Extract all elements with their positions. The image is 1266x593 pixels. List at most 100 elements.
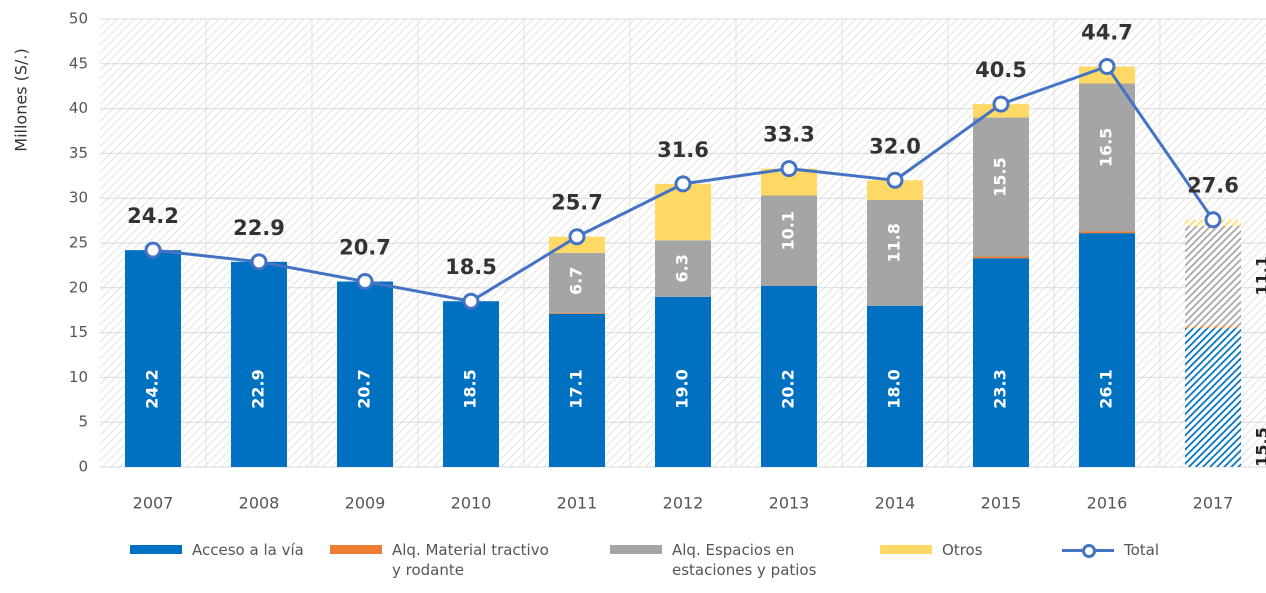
chart: Millones (S/.) 0 5 10 15 20 25 30 35 40 45 50 2007 2… bbox=[12, 10, 1266, 513]
bar-value-label: 16.5 bbox=[1097, 128, 1116, 167]
x-tick-label: 2007 bbox=[133, 494, 174, 513]
total-marker bbox=[674, 175, 692, 193]
bar-value-label: 22.9 bbox=[249, 369, 268, 408]
bar-segment bbox=[443, 301, 499, 467]
bar-segment bbox=[867, 199, 923, 306]
bar-segment bbox=[1079, 83, 1135, 232]
bar-value-label: 10.1 bbox=[779, 211, 798, 250]
y-tick-label: 25 bbox=[69, 234, 88, 252]
total-marker bbox=[568, 228, 586, 246]
y-tick-label: 15 bbox=[69, 323, 88, 341]
x-tick-label: 2008 bbox=[239, 494, 280, 513]
bar-value-label: 24.2 bbox=[143, 369, 162, 408]
y-tick-label: 30 bbox=[69, 189, 88, 207]
bar-segment bbox=[867, 305, 923, 467]
bar-segment bbox=[655, 296, 711, 467]
bar-value-label: 15.5 bbox=[1253, 427, 1266, 466]
total-marker bbox=[1098, 57, 1116, 75]
bar-segment bbox=[337, 281, 393, 467]
total-marker bbox=[356, 273, 374, 291]
total-marker bbox=[780, 160, 798, 178]
legend-marker bbox=[1082, 544, 1096, 558]
bar-segment bbox=[973, 258, 1029, 467]
x-tick-label: 2017 bbox=[1193, 494, 1234, 513]
bar-segment bbox=[549, 313, 605, 467]
y-tick-label: 0 bbox=[78, 458, 88, 476]
bar-value-label: 6.7 bbox=[567, 267, 586, 295]
bar-value-label: 11.1 bbox=[1253, 256, 1266, 295]
y-tick-label: 35 bbox=[69, 144, 88, 162]
legend-label: Otros bbox=[942, 541, 983, 559]
bar-value-label: 18.5 bbox=[461, 369, 480, 408]
bar-value-label: 20.7 bbox=[355, 369, 374, 408]
total-label: 27.6 bbox=[1187, 174, 1239, 198]
bar-segment bbox=[1079, 233, 1135, 467]
total-marker bbox=[992, 95, 1010, 113]
bar-segment bbox=[549, 252, 605, 313]
legend-swatch bbox=[330, 545, 382, 554]
y-tick-label: 5 bbox=[78, 413, 88, 431]
bar-value-label: 15.5 bbox=[991, 157, 1010, 196]
bar-segment bbox=[867, 180, 923, 200]
y-tick-label: 20 bbox=[69, 278, 88, 296]
legend-item: Total bbox=[1062, 540, 1159, 560]
bar-value-label: 18.0 bbox=[885, 369, 904, 408]
legend-swatch bbox=[610, 545, 662, 554]
y-tick-label: 50 bbox=[69, 10, 88, 28]
bar-segment bbox=[1185, 225, 1241, 326]
bar-segment bbox=[125, 250, 181, 467]
bar-segment bbox=[973, 117, 1029, 257]
bar-value-label: 23.3 bbox=[991, 369, 1010, 408]
bar-value-label: 19.0 bbox=[673, 369, 692, 408]
x-tick-label: 2009 bbox=[345, 494, 386, 513]
legend-label: Acceso a la vía bbox=[192, 541, 304, 559]
total-marker bbox=[886, 171, 904, 189]
bar-segment bbox=[973, 256, 1029, 259]
bar-segment bbox=[761, 286, 817, 467]
legend-label: Alq. Espacios en estaciones y patios bbox=[672, 541, 817, 579]
total-marker bbox=[250, 253, 268, 271]
total-label: 32.0 bbox=[869, 134, 921, 158]
bar-value-label: 20.2 bbox=[779, 369, 798, 408]
total-label: 33.3 bbox=[763, 123, 815, 147]
x-tick-label: 2014 bbox=[875, 494, 916, 513]
total-label: 25.7 bbox=[551, 191, 603, 215]
x-tick-label: 2010 bbox=[451, 494, 492, 513]
x-tick-label: 2012 bbox=[663, 494, 704, 513]
bar-segment bbox=[231, 261, 287, 467]
legend-swatch bbox=[130, 545, 182, 554]
bar-segment bbox=[1185, 325, 1241, 329]
total-label: 18.5 bbox=[445, 255, 497, 279]
total-label: 24.2 bbox=[127, 204, 179, 228]
total-label: 22.9 bbox=[233, 216, 285, 240]
bar-segment bbox=[549, 312, 605, 314]
bar-segment bbox=[655, 240, 711, 297]
bar-value-label: 17.1 bbox=[567, 369, 586, 408]
x-tick-label: 2016 bbox=[1087, 494, 1128, 513]
y-axis-title: Millones (S/.) bbox=[12, 48, 31, 151]
legend-item: Otros bbox=[880, 540, 983, 560]
legend-item: Acceso a la vía bbox=[130, 540, 304, 560]
x-tick-label: 2011 bbox=[557, 494, 598, 513]
y-tick-label: 10 bbox=[69, 368, 88, 386]
bar-value-label: 6.3 bbox=[673, 254, 692, 282]
total-label: 44.7 bbox=[1081, 20, 1133, 44]
bar-segment bbox=[1185, 328, 1241, 467]
x-tick-label: 2013 bbox=[769, 494, 810, 513]
total-label: 40.5 bbox=[975, 58, 1027, 82]
bar-value-label: 26.1 bbox=[1097, 369, 1116, 408]
total-label: 20.7 bbox=[339, 236, 391, 260]
bar-value-label: 11.8 bbox=[885, 223, 904, 262]
total-marker bbox=[144, 241, 162, 259]
legend-line bbox=[1062, 540, 1114, 560]
bar-segment bbox=[1079, 231, 1135, 234]
total-marker bbox=[1204, 211, 1222, 229]
legend-item: Alq. Espacios en estaciones y patios bbox=[610, 540, 842, 580]
x-tick-label: 2015 bbox=[981, 494, 1022, 513]
legend-label: Alq. Material tractivo y rodante bbox=[392, 541, 549, 579]
total-label: 31.6 bbox=[657, 138, 709, 162]
y-tick-label: 45 bbox=[69, 54, 88, 72]
legend-item: Alq. Material tractivo y rodante bbox=[330, 540, 562, 580]
total-marker bbox=[462, 292, 480, 310]
